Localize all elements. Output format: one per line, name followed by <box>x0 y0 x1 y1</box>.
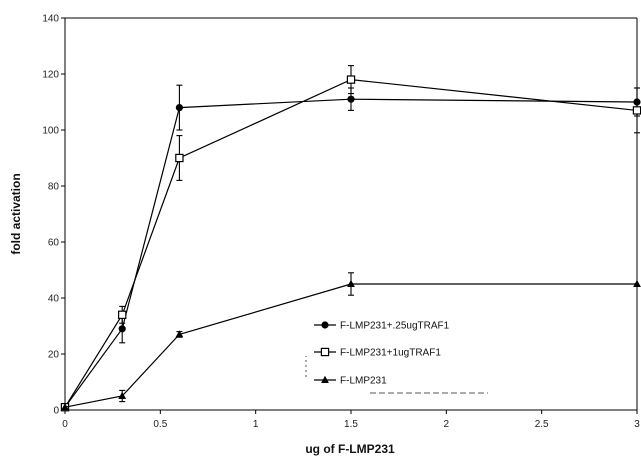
y-tick-label: 20 <box>48 350 60 361</box>
y-tick-label: 0 <box>53 406 59 417</box>
legend-label: F-LMP231+1ugTRAF1 <box>340 348 441 359</box>
data-point <box>175 153 184 163</box>
legend-label: F-LMP231+.25ugTRAF1 <box>340 321 450 332</box>
y-tick-label: 140 <box>42 14 59 25</box>
x-tick-label: 2.5 <box>535 419 549 430</box>
legend-item: F-LMP231+1ugTRAF1 <box>314 348 441 359</box>
data-point <box>632 106 641 115</box>
x-tick-label: 0.5 <box>153 419 167 430</box>
legend-item: F-LMP231+.25ugTRAF1 <box>314 321 450 332</box>
data-point <box>347 95 355 103</box>
legend: F-LMP231+.25ugTRAF1 F-LMP231+1ugTRAF1 F-LM… <box>305 321 488 394</box>
x-tick-label: 0 <box>62 419 68 430</box>
x-tick-label: 1 <box>253 419 259 430</box>
y-tick-label: 40 <box>48 294 60 305</box>
data-point <box>346 75 356 84</box>
y-tick-label: 120 <box>42 70 59 81</box>
data-point <box>118 325 126 333</box>
x-tick-label: 1.5 <box>344 419 358 430</box>
series-1 <box>61 84 641 411</box>
series-line <box>64 98 638 408</box>
y-tick-label: 100 <box>42 126 59 137</box>
y-tick-label: 80 <box>48 182 60 193</box>
data-point <box>175 104 183 112</box>
series-2 <box>60 65 641 412</box>
legend-marker <box>321 321 329 329</box>
data-point <box>61 403 69 411</box>
data-point <box>175 330 184 338</box>
legend-item: F-LMP231 <box>314 376 387 387</box>
data-point <box>117 310 127 320</box>
series-line <box>64 283 637 408</box>
legend-marker <box>320 347 330 357</box>
legend-marker <box>321 375 329 383</box>
y-tick-label: 60 <box>48 238 60 249</box>
data-point <box>633 279 641 287</box>
x-axis-title: ug of F-LMP231 <box>305 442 395 456</box>
data-point <box>347 279 355 287</box>
x-tick-label: 3 <box>634 419 640 430</box>
y-axis: 0 20 40 60 80 100 120 140 <box>42 14 65 417</box>
y-axis-title: fold activation <box>9 173 23 254</box>
x-axis: 0 0.5 1 1.5 2 2.5 3 <box>62 410 640 430</box>
x-tick-label: 2 <box>444 419 450 430</box>
series-3 <box>61 272 641 411</box>
series-layer <box>60 65 641 412</box>
legend-label: F-LMP231 <box>340 376 387 387</box>
data-point <box>118 391 127 399</box>
